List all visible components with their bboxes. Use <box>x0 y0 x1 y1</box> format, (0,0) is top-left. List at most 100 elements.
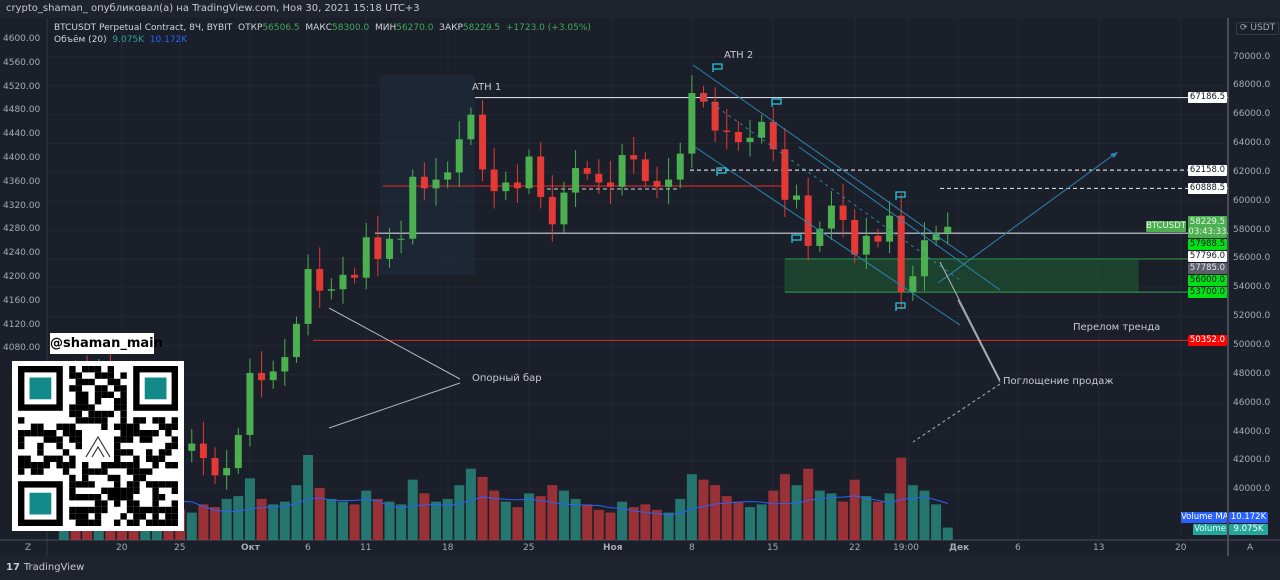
volume-bar <box>942 527 953 540</box>
qr-module <box>152 417 159 424</box>
qr-module <box>152 455 159 462</box>
candle-body <box>874 235 882 242</box>
qr-module <box>37 462 44 469</box>
right-axis-label: 56000.0 <box>1233 253 1271 264</box>
candle-body <box>804 195 812 246</box>
qr-module <box>75 391 82 398</box>
qr-module <box>75 404 82 411</box>
footer-brand: TradingView <box>23 562 85 573</box>
price-tag: 57796.0 <box>1188 250 1227 262</box>
qr-module <box>126 462 134 469</box>
volume-bar <box>233 496 244 540</box>
qr-module <box>82 513 89 520</box>
volume-bar <box>524 493 535 540</box>
candle-body <box>618 155 626 187</box>
qr-module <box>120 404 127 411</box>
candle-body <box>816 228 824 246</box>
qr-module <box>146 481 153 488</box>
qr-module <box>56 455 63 462</box>
candle-body <box>316 269 324 291</box>
qr-module <box>126 481 134 488</box>
volume-bar <box>314 487 325 540</box>
qr-module <box>69 436 76 443</box>
qr-module <box>88 494 95 501</box>
qr-module <box>75 481 82 488</box>
qr-module <box>133 513 140 520</box>
volume-bar <box>512 507 523 540</box>
qr-module <box>82 494 89 501</box>
qr-module <box>37 468 44 475</box>
volume-bar <box>931 504 942 540</box>
axis-corner-left[interactable]: Z <box>25 543 32 553</box>
qr-module <box>126 423 134 430</box>
currency-selector[interactable]: ⟳ USDT <box>1236 22 1280 35</box>
qr-module <box>114 404 121 411</box>
volume-tag-label: Volume <box>1193 524 1227 535</box>
qr-module <box>152 494 159 501</box>
qr-module <box>101 487 108 494</box>
qr-module <box>152 462 159 469</box>
qr-module <box>158 455 166 462</box>
qr-module <box>43 462 50 469</box>
qr-module <box>133 423 140 430</box>
qr-module <box>114 449 121 456</box>
time-axis-label: 19:00 <box>893 543 919 553</box>
arrow-absorption-3 <box>912 383 1001 443</box>
annotation-ath1: ATH 1 <box>472 82 502 93</box>
qr-module <box>114 481 121 488</box>
qr-module <box>82 404 89 411</box>
qr-module <box>152 519 159 526</box>
promo-handle: @shaman_main <box>50 333 163 354</box>
candle-body <box>525 156 533 189</box>
candle-body <box>606 182 614 187</box>
last-price: 58229.5 <box>1189 216 1226 227</box>
qr-module <box>120 391 127 398</box>
volume-bar <box>710 485 721 540</box>
candle-body <box>746 137 754 143</box>
qr-module <box>88 404 95 411</box>
qr-module <box>69 404 76 411</box>
price-tag: 62158.0 <box>1188 164 1227 176</box>
qr-module <box>165 506 172 514</box>
right-axis-label: 52000.0 <box>1233 311 1271 322</box>
qr-module <box>126 430 134 437</box>
volume-bar <box>605 512 616 540</box>
qr-module <box>62 462 70 469</box>
change-value: +1723.0 (+3.05%) <box>505 23 591 33</box>
volume-bar <box>721 496 732 540</box>
qr-module <box>114 436 121 443</box>
qr-module <box>18 430 25 437</box>
candle-body <box>199 443 207 459</box>
volume-value: 9.075K <box>112 35 145 45</box>
qr-module <box>114 474 121 482</box>
qr-module <box>158 417 166 424</box>
qr-module <box>69 487 76 494</box>
qr-module <box>120 513 127 520</box>
qr-module <box>146 506 153 514</box>
volume-bar <box>268 504 279 540</box>
volume-bar <box>779 474 790 540</box>
qr-module <box>101 385 108 392</box>
qr-module <box>107 410 114 418</box>
volume-bars <box>58 455 953 540</box>
flag-icon <box>895 191 906 200</box>
qr-module <box>158 481 166 488</box>
candle-body <box>688 93 696 154</box>
auto-scale-button[interactable]: A <box>1247 543 1254 553</box>
qr-module <box>69 462 76 469</box>
candle-body <box>223 468 231 476</box>
qr-module <box>171 436 178 443</box>
qr-module <box>158 449 166 456</box>
volume-bar <box>361 490 372 540</box>
price-tag: 53700.0 <box>1188 286 1227 298</box>
arrow-support-1 <box>328 307 461 380</box>
qr-module <box>18 462 25 469</box>
qr-module <box>107 366 114 373</box>
qr-module <box>120 436 127 443</box>
grid <box>0 18 1280 580</box>
qr-module <box>62 449 70 456</box>
qr-module <box>146 430 153 437</box>
volume-bar <box>826 493 837 540</box>
qr-module <box>88 519 95 526</box>
